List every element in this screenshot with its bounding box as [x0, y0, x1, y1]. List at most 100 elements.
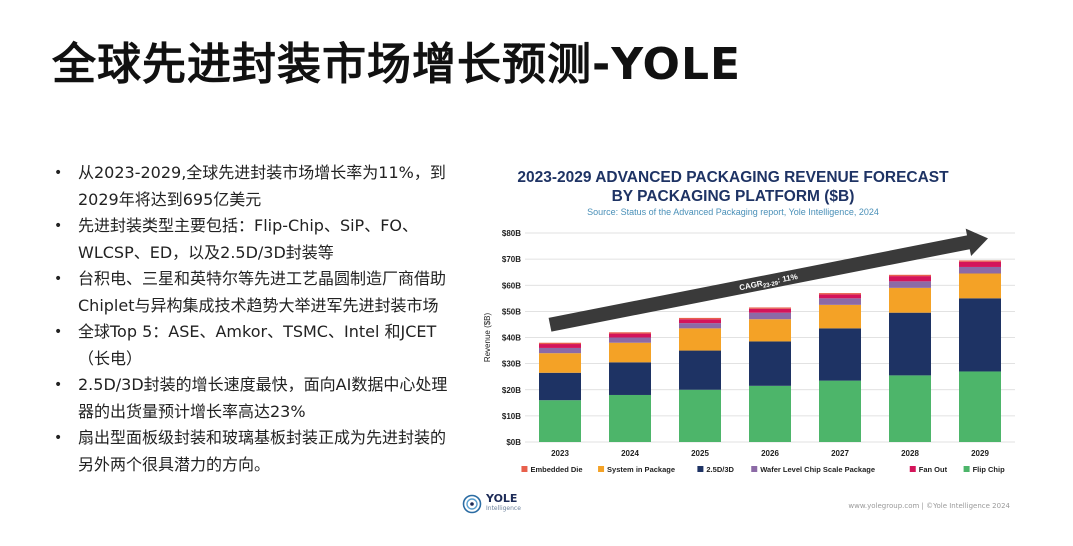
bar-segment — [889, 281, 931, 288]
bar-segment — [539, 353, 581, 373]
bullet-dot: • — [54, 271, 63, 287]
y-tick-label: $10B — [502, 412, 521, 421]
legend-label: Flip Chip — [973, 465, 1005, 474]
bullet-text: 先进封装类型主要包括：Flip-Chip、SiP、FO、WLCSP、ED，以及2… — [78, 216, 418, 262]
bar-segment — [959, 266, 1001, 274]
bar-segment — [959, 371, 1001, 442]
bar-segment — [819, 328, 861, 381]
bar-segment — [679, 319, 721, 324]
bar-segment — [609, 342, 651, 363]
y-axis-label: Revenue ($B) — [483, 312, 492, 362]
bar-segment — [679, 328, 721, 351]
y-tick-label: $50B — [502, 307, 521, 316]
footer-credit: www.yolegroup.com | ©Yole Intelligence 2… — [848, 502, 1010, 510]
cagr-arrow-shape — [548, 228, 988, 332]
y-tick-label: $30B — [502, 360, 521, 369]
y-tick-label: $40B — [502, 334, 521, 343]
bullet-item: • 台积电、三星和英特尔等先进工艺晶圆制造厂商借助Chiplet与异构集成技术趋势… — [50, 266, 450, 319]
x-tick-label: 2023 — [551, 449, 569, 458]
bar-segment — [889, 274, 931, 277]
bullet-text: 台积电、三星和英特尔等先进工艺晶圆制造厂商借助Chiplet与异构集成技术趋势大… — [78, 269, 447, 315]
bar-segment — [819, 293, 861, 295]
yole-logo-icon — [462, 494, 482, 514]
cagr-arrow: CAGR23-29: 11% — [548, 228, 988, 332]
bullet-text: 扇出型面板级封装和玻璃基板封装正成为先进封装的另外两个很具潜力的方向。 — [78, 428, 447, 474]
bullet-dot: • — [54, 218, 63, 234]
legend-label: Wafer Level Chip Scale Package — [760, 465, 875, 474]
bullet-text: 全球Top 5：ASE、Amkor、TSMC、Intel 和JCET（长电） — [78, 322, 437, 368]
legend-label: System in Package — [607, 465, 675, 474]
bullet-dot: • — [54, 377, 63, 393]
x-tick-label: 2025 — [691, 449, 709, 458]
y-tick-label: $0B — [506, 438, 521, 447]
bullet-text: 2.5D/3D封装的增长速度最快，面向AI数据中心处理器的出货量预计增长率高达2… — [78, 375, 448, 421]
y-tick-label: $80B — [502, 229, 521, 238]
bar-segment — [889, 312, 931, 376]
bar-segment — [539, 400, 581, 442]
legend-swatch — [697, 466, 704, 472]
bullet-item: • 2.5D/3D封装的增长速度最快，面向AI数据中心处理器的出货量预计增长率高达… — [50, 372, 450, 425]
bullet-text: 从2023-2029,全球先进封装市场增长率为11%，到2029年将达到695亿… — [78, 163, 446, 209]
bar-layer — [539, 260, 1001, 442]
legend-label: Fan Out — [919, 465, 948, 474]
bar-segment — [749, 307, 791, 309]
chart-subtitle: Source: Status of the Advanced Packaging… — [587, 207, 879, 217]
bar-segment — [609, 332, 651, 334]
x-tick-label: 2029 — [971, 449, 989, 458]
bar-segment — [539, 342, 581, 345]
x-tick-layer: 2023 2024 2025 2026 2027 2028 2029 — [551, 449, 989, 458]
bar-segment — [889, 287, 931, 313]
y-tick-label: $60B — [502, 281, 521, 290]
bar-segment — [959, 260, 1001, 262]
bar-segment — [679, 389, 721, 442]
bar-segment — [749, 341, 791, 386]
chart-title-line-1: 2023-2029 ADVANCED PACKAGING REVENUE FOR… — [517, 169, 949, 186]
bar-segment — [749, 308, 791, 313]
y-tick-label: $20B — [502, 386, 521, 395]
cagr-suffix: : 11% — [777, 272, 799, 285]
bar-segment — [609, 333, 651, 338]
bar-segment — [819, 294, 861, 299]
logo-subtitle: Intelligence — [486, 505, 521, 512]
bar-segment — [749, 385, 791, 442]
bar-segment — [539, 347, 581, 354]
bar-segment — [749, 319, 791, 342]
bar-segment — [819, 304, 861, 329]
bar-segment — [959, 273, 1001, 299]
chart-title-line-2: BY PACKAGING PLATFORM ($B) — [612, 188, 855, 205]
bullet-item: • 扇出型面板级封装和玻璃基板封装正成为先进封装的另外两个很具潜力的方向。 — [50, 425, 450, 478]
bullet-list: • 从2023-2029,全球先进封装市场增长率为11%，到2029年将达到695… — [50, 160, 450, 478]
bar-segment — [959, 261, 1001, 267]
bar-segment — [679, 317, 721, 320]
bar-segment — [609, 337, 651, 343]
revenue-chart: 2023-2029 ADVANCED PACKAGING REVENUE FOR… — [483, 169, 1015, 474]
bar-segment — [609, 394, 651, 442]
slide-title: 全球先进封装市场增长预测-YOLE — [52, 39, 742, 90]
chart-panel: 2023-2029 ADVANCED PACKAGING REVENUE FOR… — [470, 160, 1030, 520]
legend-label: Embedded Die — [530, 465, 582, 474]
bar-segment — [749, 312, 791, 320]
legend-label: 2.5D/3D — [706, 465, 734, 474]
legend-swatch — [521, 466, 528, 472]
x-tick-label: 2028 — [901, 449, 919, 458]
bar-segment — [609, 362, 651, 395]
bar-segment — [539, 372, 581, 401]
bullet-dot: • — [54, 324, 63, 340]
legend-swatch — [963, 466, 970, 472]
x-tick-label: 2026 — [761, 449, 779, 458]
bullet-item: • 先进封装类型主要包括：Flip-Chip、SiP、FO、WLCSP、ED，以及… — [50, 213, 450, 266]
bar-segment — [819, 298, 861, 305]
logo-name: YOLE — [486, 492, 518, 505]
cagr-sub: 23-29 — [763, 281, 780, 290]
bar-segment — [819, 380, 861, 442]
yole-logo: YOLE Intelligence — [462, 492, 521, 514]
bullet-item: • 从2023-2029,全球先进封装市场增长率为11%，到2029年将达到695… — [50, 160, 450, 213]
bullet-item: • 全球Top 5：ASE、Amkor、TSMC、Intel 和JCET（长电） — [50, 319, 450, 372]
bar-segment — [539, 344, 581, 348]
legend-swatch — [598, 466, 605, 472]
bar-segment — [679, 323, 721, 329]
y-tick-label: $70B — [502, 255, 521, 264]
x-tick-label: 2027 — [831, 449, 849, 458]
bar-segment — [959, 298, 1001, 372]
bar-segment — [889, 276, 931, 282]
